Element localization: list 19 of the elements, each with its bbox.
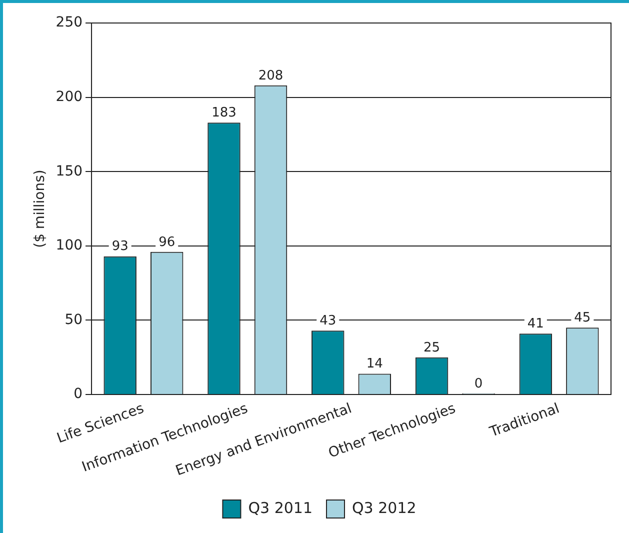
y-tick-label: 250 xyxy=(56,14,83,31)
data-label: 25 xyxy=(424,340,440,356)
data-label: 93 xyxy=(112,239,128,254)
y-tick-label: 100 xyxy=(56,238,83,254)
data-label: 14 xyxy=(366,356,383,372)
y-axis-title: ($ millions) xyxy=(32,170,48,248)
y-tick-label: 200 xyxy=(56,88,83,105)
data-label: 0 xyxy=(474,376,483,392)
data-label: 45 xyxy=(574,310,591,326)
y-tick-label: 150 xyxy=(56,163,83,180)
y-tick-label: 0 xyxy=(74,386,83,402)
data-label: 41 xyxy=(527,316,544,332)
legend-label: Q3 2011 xyxy=(248,498,313,517)
data-label: 208 xyxy=(258,68,284,84)
data-label: 43 xyxy=(320,314,336,329)
data-label: 183 xyxy=(212,105,236,120)
data-label: 96 xyxy=(158,234,176,250)
legend-label: Q3 2012 xyxy=(352,498,416,517)
y-tick-label: 50 xyxy=(64,312,83,328)
